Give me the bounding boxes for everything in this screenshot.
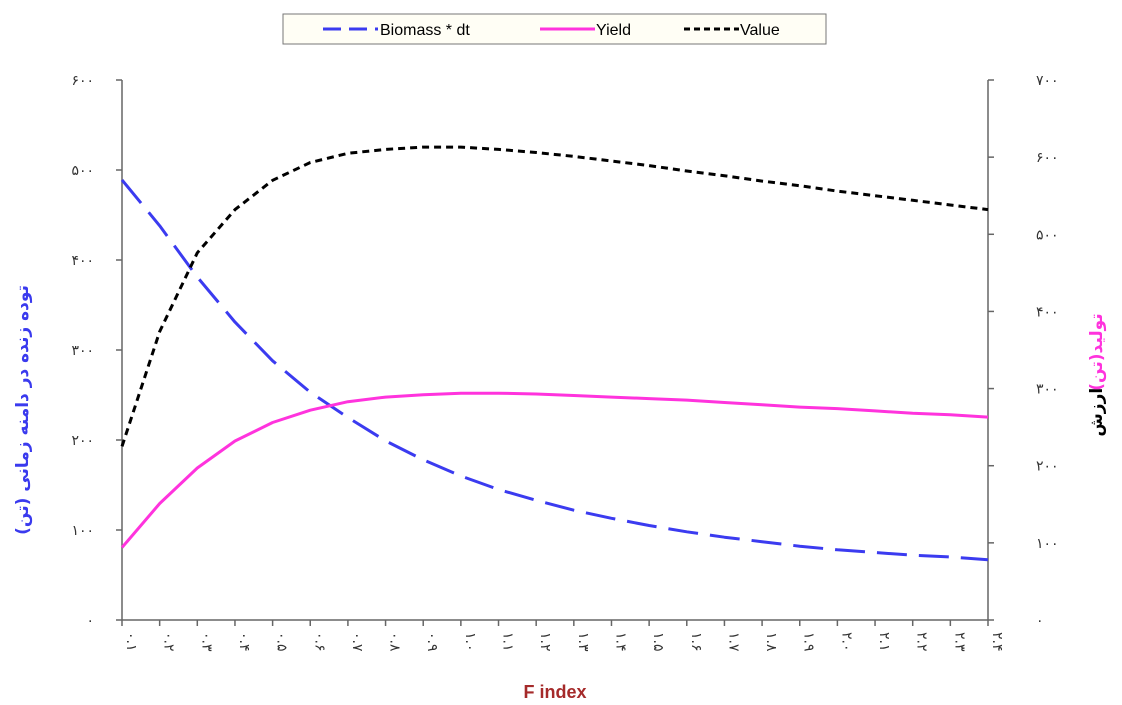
y-axis-left-label: توده زنده در دامنه زمانی (تن) (13, 285, 33, 535)
y-left-tick-label: ۳۰۰ (71, 343, 94, 359)
y-axis-right-label: تولید(تن) ارزش (1087, 313, 1107, 436)
x-tick-label: ۱.۳ (575, 632, 591, 652)
series-line-yield (120, 391, 989, 549)
x-tick-label: ۲.۳ (951, 632, 967, 652)
x-ticks: ۰.۱ ۰.۲ ۰.۳ ۰.۴ ۰.۵ ۰.۶ ۰.۷ ۰.۸ ۰.۹ ۱.۰ ۱.۱ ۱.۲ ۱.۳ ۱… (121, 620, 1005, 652)
x-tick-label: ۰.۴ (236, 632, 252, 652)
legend: Biomass * dt Yield Value (282, 13, 827, 45)
right-ticks: ۰ ۱۰۰ ۲۰۰ ۳۰۰ ۴۰۰ ۵۰۰ ۶۰۰ ۷۰۰ (988, 73, 1059, 629)
y-right-tick-label: ۱۰۰ (1036, 536, 1059, 552)
x-tick-label: ۱.۲ (537, 632, 553, 652)
x-tick-label: ۲.۴ (989, 632, 1005, 652)
y-left-tick-label: ۰ (86, 613, 94, 629)
y-left-tick-label: ۶۰۰ (71, 73, 94, 89)
legend-label-value: Value (740, 22, 780, 39)
x-tick-label: ۰.۸ (387, 632, 403, 652)
y-right-tick-label: ۵۰۰ (1036, 227, 1059, 243)
y-left-tick-label: ۲۰۰ (71, 433, 94, 449)
y-right-tick-label: ۳۰۰ (1036, 382, 1059, 398)
x-tick-label: ۰.۳ (198, 632, 214, 652)
y-right-tick-label: ۴۰۰ (1036, 304, 1059, 320)
y-left-tick-label: ۴۰۰ (71, 253, 94, 269)
y-right-tick-label: ۷۰۰ (1036, 73, 1059, 89)
x-tick-label: ۱.۰ (462, 632, 478, 652)
x-tick-label: ۰.۲ (161, 632, 177, 652)
series-line-value (120, 145, 989, 447)
x-axis-label: F index (523, 682, 586, 702)
x-tick-label: ۱.۸ (763, 632, 779, 652)
y-left-tick-label: ۵۰۰ (71, 163, 94, 179)
y-right-tick-label: ۰ (1036, 613, 1044, 629)
x-tick-label: ۲.۲ (914, 632, 930, 652)
x-tick-label: ۱.۴ (612, 632, 628, 652)
y-left-tick-label: ۱۰۰ (71, 523, 94, 539)
y-axis-right-label-part2: ارزش (1087, 388, 1107, 437)
x-tick-label: ۱.۵ (650, 632, 666, 652)
x-tick-label: ۲.۰ (838, 632, 854, 652)
y-right-tick-label: ۶۰۰ (1036, 150, 1059, 166)
y-right-tick-label: ۲۰۰ (1036, 459, 1059, 475)
series-lines (120, 145, 989, 562)
left-ticks: ۰ ۱۰۰ ۲۰۰ ۳۰۰ ۴۰۰ ۵۰۰ ۶۰۰ (71, 73, 122, 629)
legend-label-yield: Yield (596, 22, 631, 39)
x-tick-label: ۱.۹ (801, 632, 817, 652)
x-tick-label: ۰.۷ (349, 632, 365, 652)
x-tick-label: ۱.۷ (725, 632, 741, 652)
x-tick-label: ۰.۹ (424, 632, 440, 652)
x-tick-label: ۰.۵ (274, 632, 290, 652)
x-tick-label: ۰.۶ (311, 632, 327, 652)
x-tick-label: ۱.۱ (500, 632, 516, 652)
y-axis-right-label-part1: تولید(تن) (1087, 313, 1107, 390)
series-line-biomass-dt (120, 178, 989, 562)
x-tick-label: ۰.۱ (123, 632, 139, 652)
x-tick-label: ۲.۱ (876, 632, 892, 652)
legend-label-biomass: Biomass * dt (380, 22, 470, 39)
x-tick-label: ۱.۶ (688, 632, 704, 652)
